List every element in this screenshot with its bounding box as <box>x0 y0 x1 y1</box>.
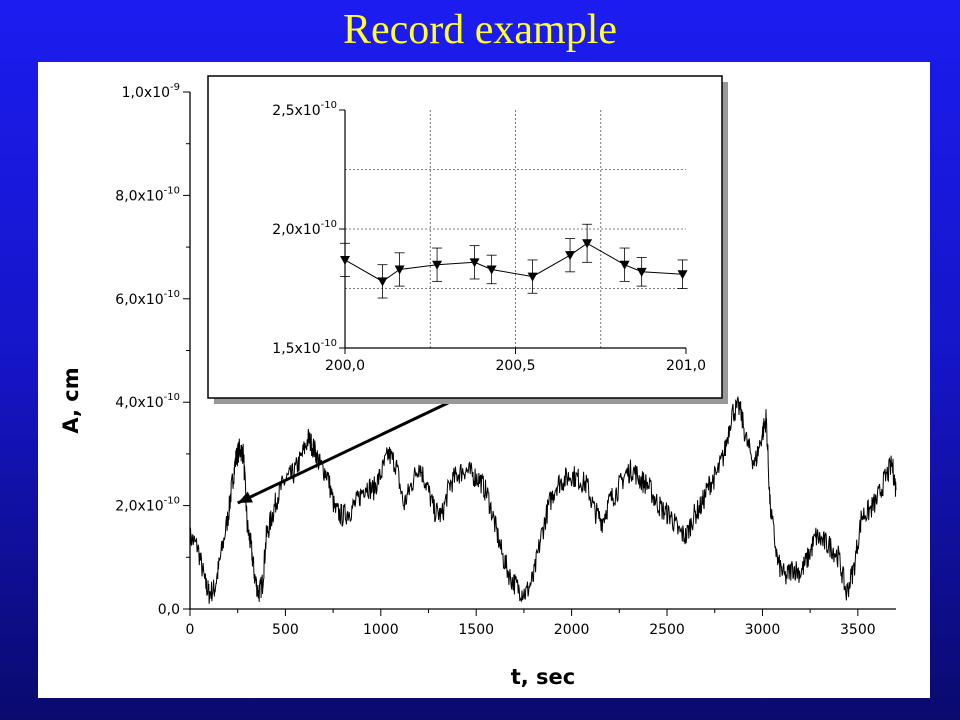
inset-x-tick-label: 201,0 <box>666 358 706 374</box>
inset-point <box>469 258 480 268</box>
amplitude-trace <box>189 395 897 604</box>
x-tick-label: 500 <box>272 622 299 638</box>
inset-y-tick-label: 2,5x10-10 <box>272 100 337 119</box>
x-axis-title: t, sec <box>511 665 576 689</box>
inset-point <box>582 239 593 249</box>
y-tick-label: 2,0x10-10 <box>115 496 180 515</box>
y-tick-label: 1,0x10-9 <box>122 82 180 101</box>
y-axis-title: A, cm <box>59 367 83 433</box>
y-tick-label: 6,0x10-10 <box>115 289 180 308</box>
inset-frame <box>207 75 723 399</box>
inset-x-tick-label: 200,0 <box>325 358 365 374</box>
inset-y-tick-label: 2,0x10-10 <box>272 219 337 238</box>
x-tick-label: 2500 <box>649 622 685 638</box>
x-tick-label: 0 <box>186 622 195 638</box>
record-chart: 0,0 2,0x10-10 4,0x10-10 6,0x10-10 8,0x10-10 1… <box>59 75 897 689</box>
inset-point <box>432 260 443 270</box>
inset-arrow <box>237 390 472 505</box>
y-tick-label: 8,0x10-10 <box>115 185 180 204</box>
x-tick-label: 3000 <box>745 622 781 638</box>
plot-panel: 0,0 2,0x10-10 4,0x10-10 6,0x10-10 8,0x10-10 1… <box>38 62 930 698</box>
inset-point <box>486 265 497 275</box>
x-tick-label: 3500 <box>840 622 876 638</box>
inset-point <box>619 260 630 270</box>
x-tick-label: 2000 <box>554 622 590 638</box>
arrow-head <box>237 491 253 504</box>
inset-point <box>677 270 688 280</box>
inset-point <box>636 267 647 277</box>
arrow-shaft <box>237 390 472 505</box>
inset-point <box>565 251 576 261</box>
y-tick-label: 0,0 <box>158 602 180 618</box>
inset-point <box>527 272 538 282</box>
inset-y-tick-label: 1,5x10-10 <box>272 338 337 357</box>
y-tick-label: 4,0x10-10 <box>115 392 180 411</box>
main-series <box>189 395 897 604</box>
x-tick-label: 1000 <box>363 622 399 638</box>
inset-chart: 1,5x10-10 2,0x10-10 2,5x10-10 200,0 200,5 201… <box>207 75 728 404</box>
x-tick-label: 1500 <box>458 622 494 638</box>
inset-point <box>377 277 388 287</box>
slide-title: Record example <box>342 7 618 53</box>
inset-x-tick-label: 200,5 <box>495 358 535 374</box>
main-axes: 0,0 2,0x10-10 4,0x10-10 6,0x10-10 8,0x10-10 1… <box>115 82 896 638</box>
inset-point <box>394 265 405 275</box>
inset-point <box>340 255 350 265</box>
inset-series-line <box>344 242 683 282</box>
